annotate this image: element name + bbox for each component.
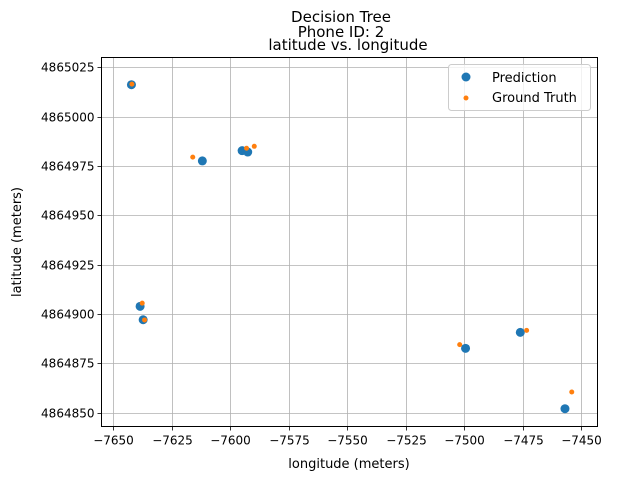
legend-label-prediction: Prediction: [492, 71, 557, 86]
x-tick-label: −7625: [152, 434, 193, 448]
y-tick-label: 4865025: [41, 61, 94, 75]
prediction-point: [515, 327, 525, 337]
ground-truth-point: [142, 317, 148, 323]
prediction-point: [197, 156, 207, 166]
y-tick-label: 4864925: [41, 259, 94, 273]
x-tick-label: −7475: [503, 434, 544, 448]
prediction-point: [560, 404, 570, 414]
ground-truth-point: [457, 342, 463, 348]
chart-subtitle: latitude vs. longitude: [268, 36, 427, 54]
ground-truth-point: [190, 154, 196, 160]
legend-frame: [448, 64, 591, 111]
prediction-point: [461, 343, 471, 353]
x-tick-label: −7500: [444, 434, 485, 448]
y-tick-label: 4864975: [41, 160, 94, 174]
x-axis-label: longitude (meters): [288, 457, 409, 472]
y-tick-label: 4864875: [41, 357, 94, 371]
grid-layer: [101, 57, 598, 427]
ground-truth-point: [139, 300, 145, 306]
y-tick-label: 4864900: [41, 308, 94, 322]
ground-truth-point: [569, 389, 575, 395]
tick-layer: −7650 −7625 −7600 −7575 −7550 −7525 −7500 −7475…: [41, 61, 602, 448]
y-tick-label: 4865000: [41, 111, 94, 125]
legend-label-ground-truth: Ground Truth: [492, 91, 577, 106]
plot-area: [101, 57, 598, 427]
legend-marker-ground-truth: [463, 95, 469, 101]
ground-truth-point: [129, 81, 135, 87]
legend-marker-prediction: [461, 72, 471, 82]
series-layer: [126, 80, 575, 414]
legend: Prediction Ground Truth: [448, 64, 591, 111]
ground-truth-point: [244, 145, 250, 151]
chart-title-line-2: Phone ID: 2: [298, 23, 385, 41]
plot-frame: [101, 57, 598, 427]
x-tick-label: −7450: [561, 434, 602, 448]
y-tick-label: 4864850: [41, 407, 94, 421]
ground-truth-point: [251, 143, 257, 149]
x-tick-label: −7550: [327, 434, 368, 448]
x-tick-label: −7575: [269, 434, 310, 448]
y-axis-label: latitude (meters): [10, 187, 25, 297]
chart-title-line-1: Decision Tree: [291, 8, 391, 26]
x-tick-label: −7650: [93, 434, 134, 448]
ground-truth-point: [524, 327, 530, 333]
y-tick-label: 4864950: [41, 209, 94, 223]
x-tick-label: −7600: [210, 434, 251, 448]
x-tick-label: −7525: [386, 434, 427, 448]
